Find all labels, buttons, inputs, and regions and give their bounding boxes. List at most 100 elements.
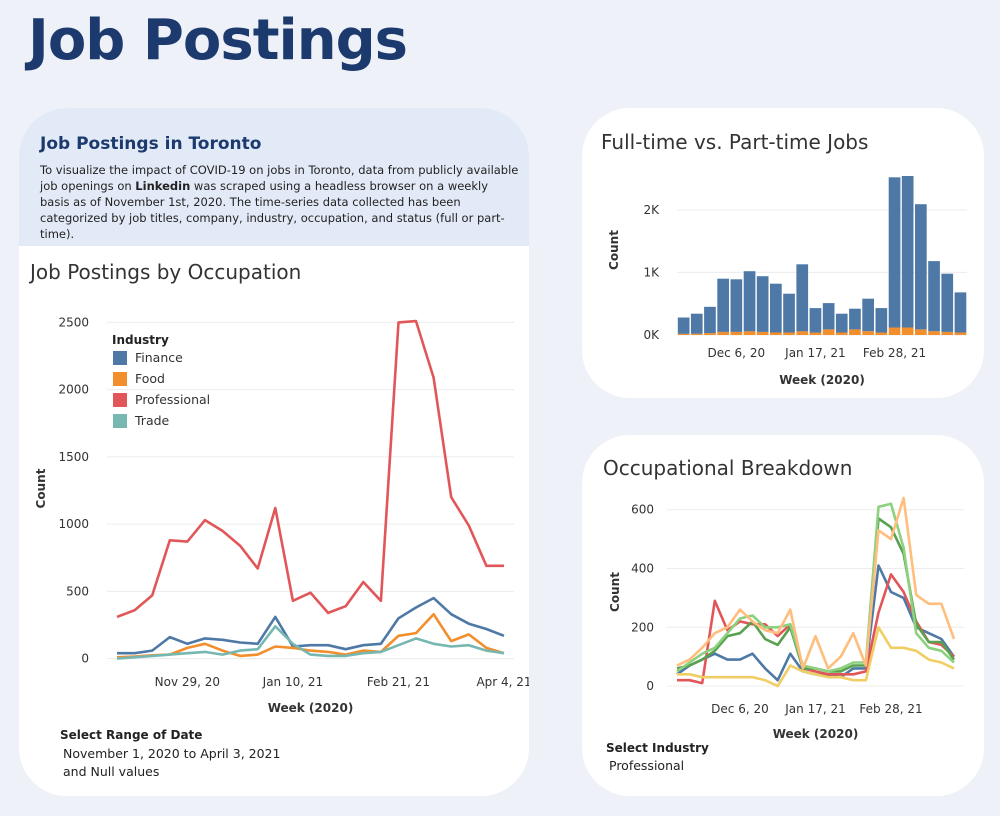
bar xyxy=(954,332,967,335)
x-tick-label: Feb 28, 21 xyxy=(859,702,922,716)
occupation-chart: 0 500 1000 1500 2000 2500 Nov 29, 20 Jan 10, 21… xyxy=(34,315,529,715)
y-axis-label: Count xyxy=(607,230,621,270)
x-tick-label: Nov 29, 20 xyxy=(155,675,220,689)
intro-text: To visualize the impact of COVID-19 on j… xyxy=(40,162,520,242)
y-axis-label: Count xyxy=(34,468,48,508)
breakdown-card: Occupational Breakdown 0 200 400 600 Dec 6, … xyxy=(582,435,984,796)
bar xyxy=(835,313,848,333)
bar xyxy=(901,327,914,335)
bar xyxy=(822,329,835,335)
series-line xyxy=(116,319,504,619)
bar xyxy=(941,331,954,335)
bar xyxy=(849,308,861,330)
industry-filter-value[interactable]: Professional xyxy=(609,758,685,773)
y-tick-label: 600 xyxy=(631,503,654,517)
y-tick-label: 500 xyxy=(66,584,89,598)
y-tick-label: 1500 xyxy=(58,450,89,464)
series-line xyxy=(676,564,956,682)
fulltime-chart-title: Full-time vs. Part-time Jobs xyxy=(601,130,869,154)
y-tick-label: 400 xyxy=(631,561,654,575)
bar xyxy=(809,308,822,333)
bar xyxy=(835,332,848,335)
fulltime-card: Full-time vs. Part-time Jobs 0K 1K 2K Dec 6… xyxy=(582,108,984,398)
intro-title: Job Postings in Toronto xyxy=(40,134,262,154)
x-tick-label: Dec 6, 20 xyxy=(711,702,769,716)
series-line xyxy=(677,626,955,688)
bar xyxy=(941,273,954,332)
legend-item-label: Finance xyxy=(135,350,183,365)
y-tick-label: 1000 xyxy=(58,517,89,531)
legend-swatch xyxy=(113,372,127,386)
bar xyxy=(796,264,809,332)
bar xyxy=(915,329,927,335)
bar xyxy=(849,329,861,335)
date-filter-label: Select Range of Date xyxy=(60,728,203,742)
series-line xyxy=(116,612,505,659)
bar xyxy=(717,278,729,332)
bar xyxy=(756,276,769,332)
x-axis-label: Week (2020) xyxy=(268,701,354,715)
x-tick-label: Feb 28, 21 xyxy=(863,346,926,360)
series-line xyxy=(676,496,956,670)
bar xyxy=(677,317,690,334)
bar xyxy=(822,303,835,330)
bar xyxy=(690,313,703,334)
y-tick-label: 0K xyxy=(643,328,660,342)
bar xyxy=(704,306,716,334)
y-tick-label: 2K xyxy=(643,203,660,217)
y-tick-label: 1K xyxy=(643,265,660,279)
legend-swatch xyxy=(113,393,127,407)
x-tick-label: Jan 17, 21 xyxy=(784,346,845,360)
legend-swatch xyxy=(113,351,127,365)
fulltime-chart: 0K 1K 2K Dec 6, 20 Jan 17, 21 Feb 28, 21 Week … xyxy=(607,176,967,387)
legend-item-label: Trade xyxy=(134,413,170,428)
series-line xyxy=(676,502,955,673)
intro-text-bold: Linkedin xyxy=(135,179,191,193)
legend-swatch xyxy=(113,414,127,428)
legend-item-label: Food xyxy=(135,371,165,386)
bar xyxy=(690,333,703,335)
series-line xyxy=(677,573,955,685)
bar xyxy=(928,331,940,335)
bar xyxy=(888,177,901,328)
bar xyxy=(809,332,822,335)
bar xyxy=(783,293,795,333)
bar xyxy=(796,331,809,335)
bar xyxy=(954,292,967,333)
date-filter-null: and Null values xyxy=(63,764,160,779)
bar xyxy=(875,332,888,335)
bar xyxy=(730,331,743,335)
industry-filter-label: Select Industry xyxy=(606,741,709,755)
occupation-card: Job Postings in Toronto To visualize the… xyxy=(19,108,529,796)
bar xyxy=(888,327,901,335)
date-filter-value[interactable]: November 1, 2020 to April 3, 2021 and Nul… xyxy=(63,745,280,781)
intro-panel: Job Postings in Toronto To visualize the… xyxy=(19,108,529,246)
y-tick-label: 200 xyxy=(631,620,654,634)
bar xyxy=(704,333,716,335)
legend-item-label: Professional xyxy=(135,392,210,407)
intro-text-part2: was scraped using a headless browser on … xyxy=(40,179,505,241)
x-tick-label: Jan 10, 21 xyxy=(262,675,323,689)
date-filter-range: November 1, 2020 to April 3, 2021 xyxy=(63,746,281,761)
y-axis-label: Count xyxy=(608,572,622,612)
x-tick-label: Feb 21, 21 xyxy=(367,675,430,689)
bar xyxy=(717,331,729,335)
x-axis-label: Week (2020) xyxy=(779,373,865,387)
breakdown-chart-title: Occupational Breakdown xyxy=(603,456,853,480)
x-tick-label: Jan 17, 21 xyxy=(784,702,845,716)
y-tick-label: 2000 xyxy=(58,383,89,397)
legend-title: Industry xyxy=(112,333,169,347)
bar xyxy=(875,308,888,333)
bar xyxy=(928,261,940,332)
bar xyxy=(901,176,914,328)
page-title: Job Postings xyxy=(28,8,408,73)
bar xyxy=(730,279,743,332)
y-tick-label: 0 xyxy=(81,652,89,666)
x-tick-label: Dec 6, 20 xyxy=(708,346,766,360)
bar xyxy=(677,333,690,335)
series-line xyxy=(117,596,505,655)
x-axis-label: Week (2020) xyxy=(773,727,859,741)
y-tick-label: 0 xyxy=(646,679,654,693)
bar xyxy=(862,331,874,335)
occupation-chart-title: Job Postings by Occupation xyxy=(30,260,302,284)
